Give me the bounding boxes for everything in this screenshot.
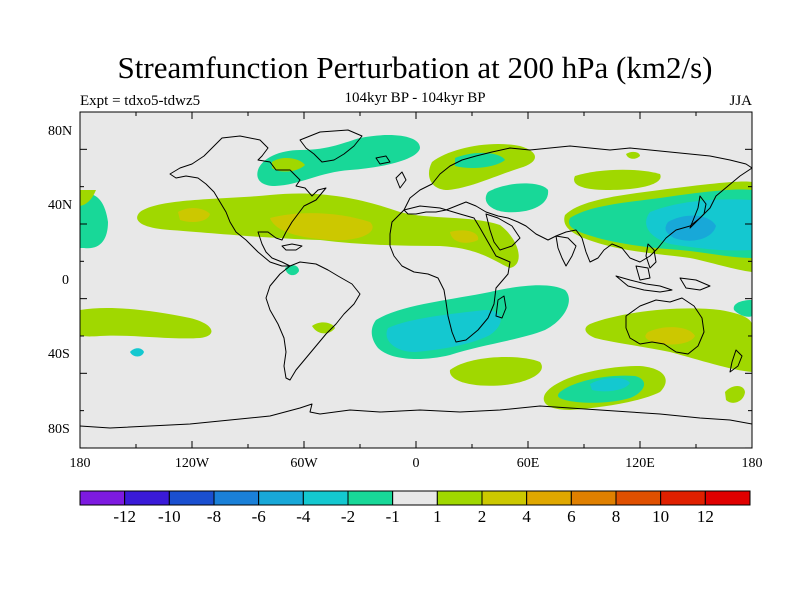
negative-anomaly-region — [130, 348, 144, 357]
lon-tick-label: 60W — [290, 456, 318, 471]
india-coast — [555, 235, 577, 267]
colorbar-swatch — [124, 490, 170, 506]
lat-tick-label: 40S — [48, 347, 70, 362]
north-america-coast — [169, 135, 327, 267]
colorbar-swatch — [570, 490, 617, 506]
colorbar-swatch — [302, 490, 349, 506]
colorbar-swatch — [392, 490, 438, 506]
lat-tick-label: 0 — [62, 273, 69, 288]
lon-tick-label: 60E — [516, 456, 540, 471]
colorbar-swatch — [168, 490, 215, 506]
season-label: JJA — [729, 93, 752, 109]
lon-tick-label: 120W — [174, 456, 210, 471]
coastlines — [80, 129, 752, 429]
colorbar-swatch — [660, 490, 706, 506]
madagascar-coast — [495, 295, 507, 319]
colorbar-label: -8 — [206, 507, 222, 526]
negative-anomaly-core — [386, 310, 501, 352]
colorbar-label: 8 — [611, 507, 621, 526]
africa-coast — [389, 205, 511, 343]
australia-coast — [625, 297, 705, 355]
colorbar-swatch — [436, 490, 483, 506]
borneo-coast — [635, 265, 651, 281]
antarctica-coast — [80, 403, 752, 429]
negative-anomaly-core — [665, 215, 716, 241]
philippines-coast — [645, 243, 657, 269]
lon-tick-label: 0 — [412, 456, 420, 471]
lon-tick-label: 180 — [69, 456, 91, 471]
colorbar-swatch — [481, 490, 528, 506]
positive-anomaly-core — [178, 207, 210, 222]
colorbar-swatch — [615, 490, 662, 506]
uk-coast — [395, 171, 407, 189]
negative-anomaly-region — [733, 300, 752, 317]
colorbar-label: -1 — [385, 507, 400, 526]
positive-anomaly-region — [449, 357, 542, 386]
positive-anomaly-region — [80, 190, 96, 206]
negative-anomaly-region — [455, 152, 505, 168]
new-zealand-coast — [729, 349, 743, 373]
negative-anomaly-region — [80, 193, 108, 249]
colorbar-label: 6 — [567, 507, 576, 526]
colorbar-swatch — [704, 490, 751, 506]
experiment-label: Expt = tdxo5-tdwz5 — [80, 93, 201, 109]
caribbean-coast — [281, 243, 303, 251]
lat-tick-label: 80S — [48, 422, 70, 437]
indonesia-coast — [615, 275, 673, 293]
axis-ticks — [79, 111, 753, 449]
colorbar-label: 12 — [696, 507, 714, 526]
colorbar-label: 1 — [433, 507, 442, 526]
colorbar-swatch — [526, 490, 572, 506]
colorbar-label: 4 — [522, 507, 531, 526]
plot-title: Streamfunction Perturbation at 200 hPa (… — [117, 50, 713, 85]
positive-anomaly-core — [450, 230, 479, 243]
japan-coast — [689, 195, 707, 229]
lon-tick-label: 120E — [625, 456, 655, 471]
positive-anomaly-region — [725, 386, 745, 403]
positive-anomaly-core — [270, 213, 373, 241]
new-guinea-coast — [679, 277, 711, 291]
negative-anomaly-core — [590, 377, 630, 392]
map-background — [80, 112, 752, 448]
field-layer — [80, 135, 752, 410]
colorbar — [79, 490, 751, 506]
positive-anomaly-core — [645, 327, 695, 345]
colorbar-swatch — [213, 490, 260, 506]
colorbar-label: 10 — [652, 507, 670, 526]
positive-anomaly-region — [626, 151, 640, 159]
colorbar-swatch — [347, 490, 394, 506]
colorbar-swatch — [79, 490, 126, 506]
negative-anomaly-region — [485, 183, 549, 213]
plot-subtitle: 104kyr BP - 104kyr BP — [344, 90, 486, 106]
colorbar-label: -2 — [340, 507, 356, 526]
iceland-coast — [375, 155, 391, 165]
colorbar-label: -4 — [296, 507, 311, 526]
eurasia-coast — [403, 145, 752, 263]
colorbar-swatch — [258, 490, 304, 506]
greenland-coast — [299, 129, 363, 163]
positive-anomaly-region — [272, 158, 305, 172]
south-america-coast — [265, 261, 361, 381]
negative-anomaly-region — [257, 135, 420, 186]
positive-anomaly-region — [574, 169, 661, 190]
lon-tick-label: 180 — [741, 456, 763, 471]
colorbar-label: 2 — [477, 507, 487, 526]
lat-tick-label: 40N — [48, 198, 73, 213]
colorbar-label: -12 — [113, 507, 136, 526]
lat-tick-label: 80N — [48, 124, 73, 139]
arabia-coast — [485, 213, 521, 251]
colorbar-label: -6 — [251, 507, 266, 526]
colorbar-label: -10 — [157, 507, 181, 526]
positive-anomaly-region — [80, 307, 212, 339]
